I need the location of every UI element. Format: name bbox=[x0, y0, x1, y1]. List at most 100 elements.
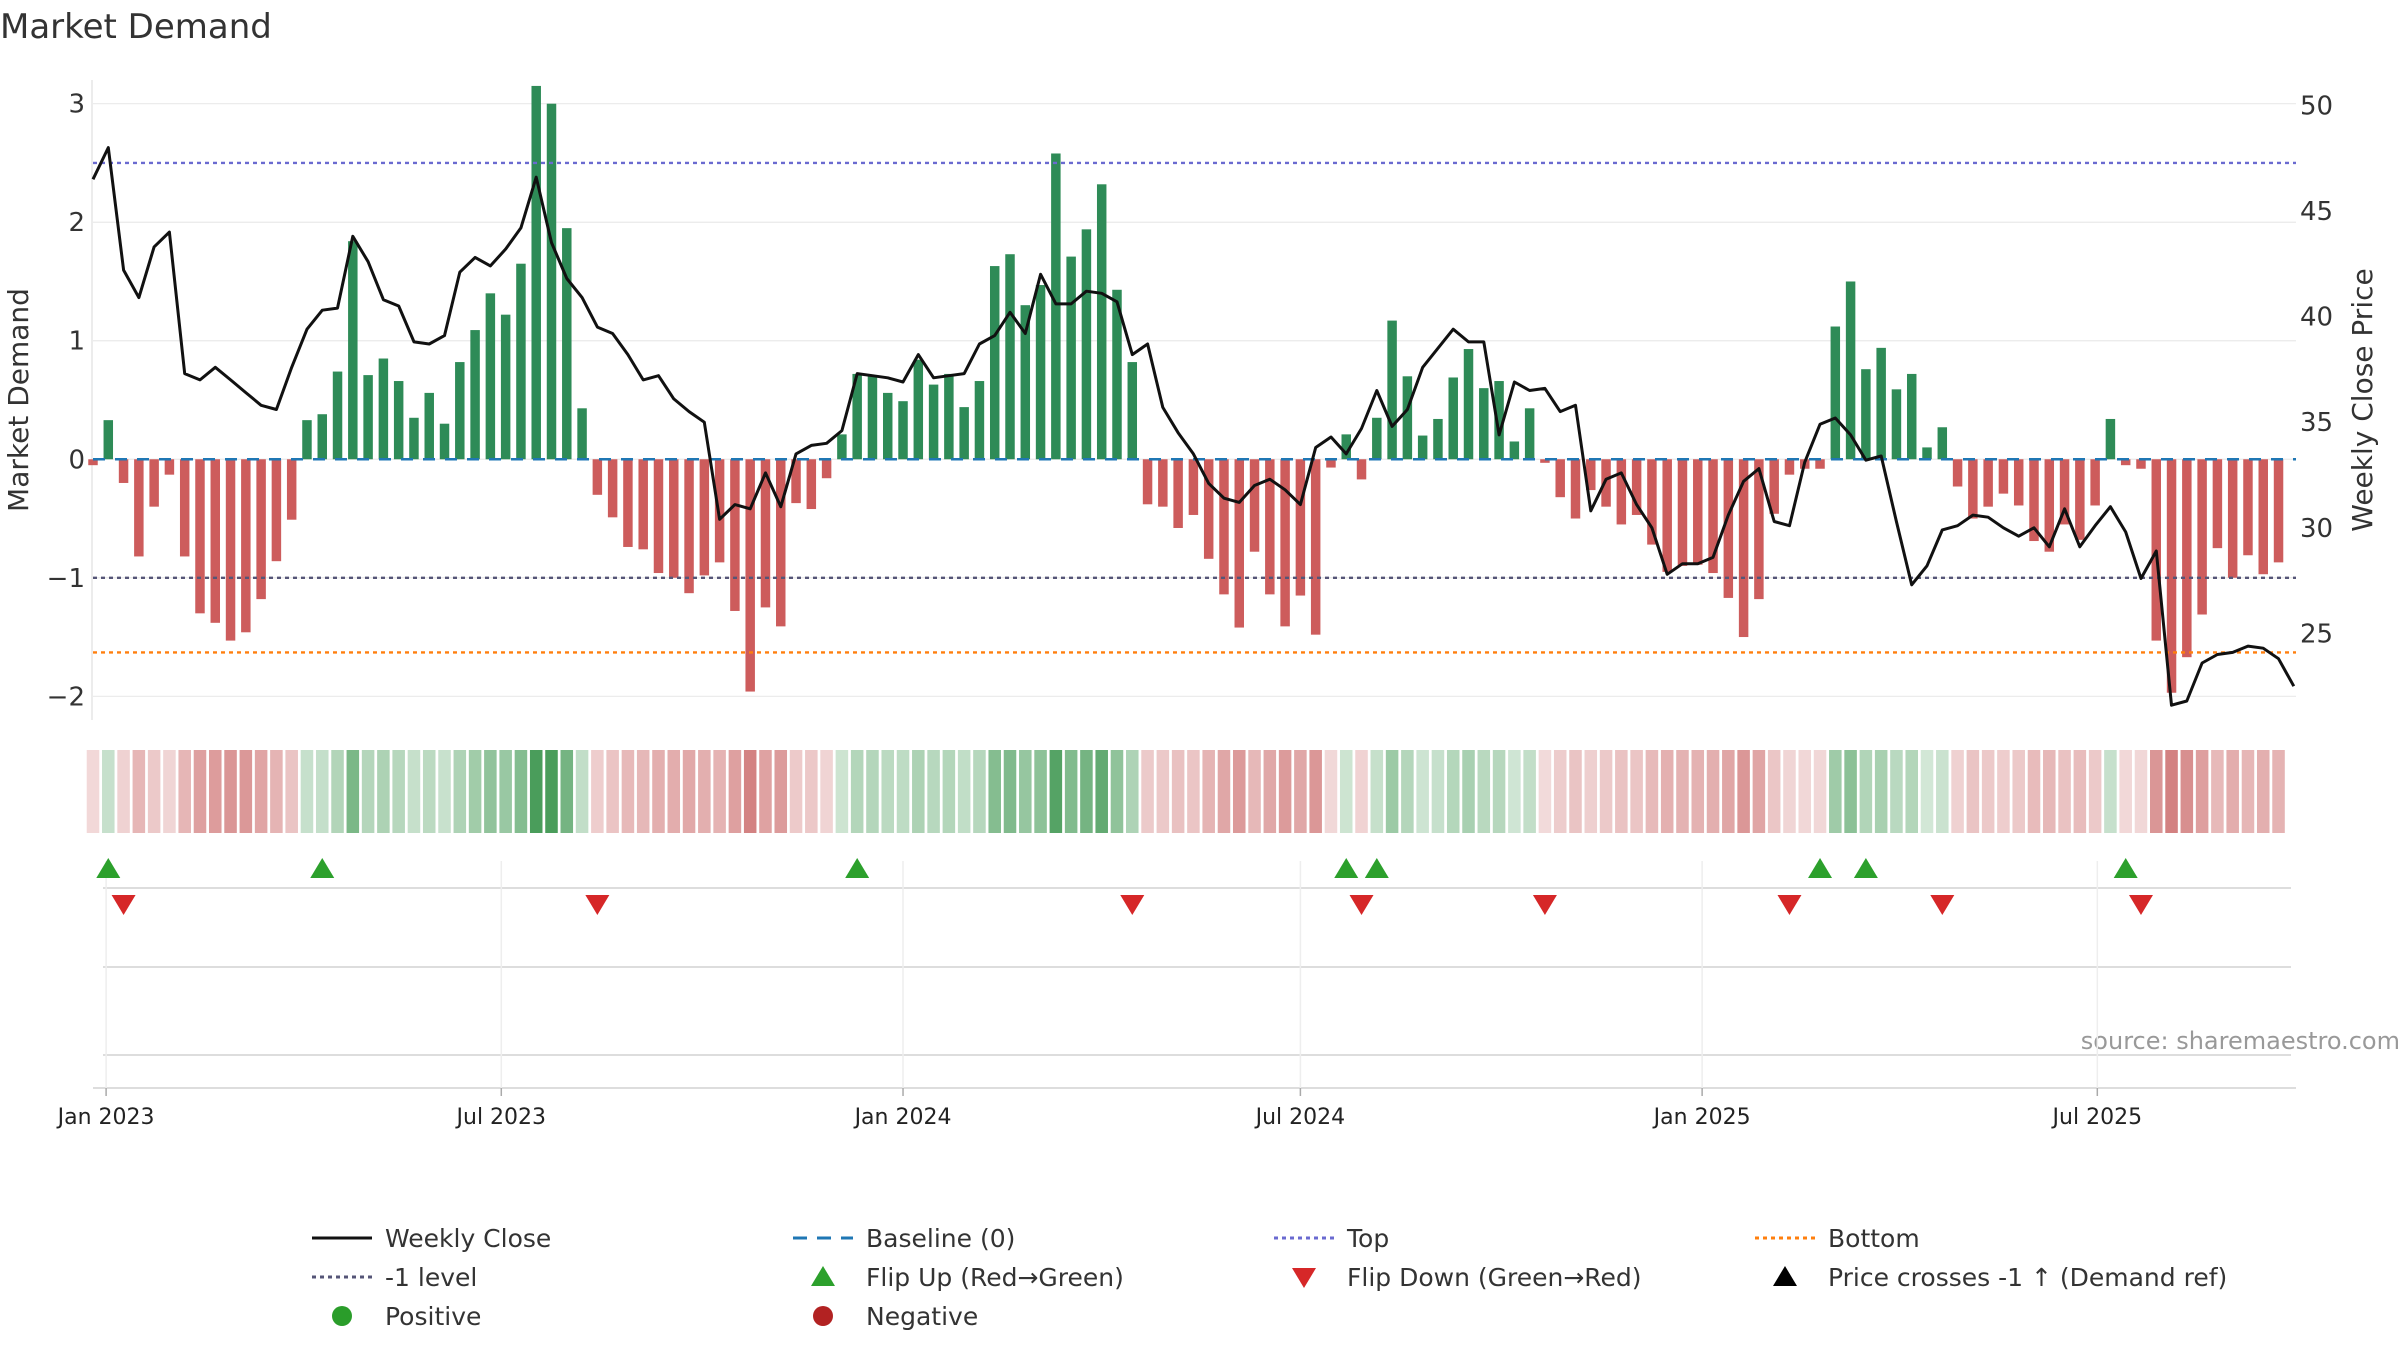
heat-cell bbox=[361, 750, 375, 833]
heat-cell bbox=[484, 750, 497, 833]
demand-bar bbox=[837, 434, 847, 460]
heat-cell bbox=[1752, 750, 1766, 833]
legend-swatch bbox=[1292, 1268, 1316, 1288]
heat-cell bbox=[1569, 750, 1582, 833]
y-tick-label: 0 bbox=[68, 445, 85, 475]
demand-bar bbox=[2029, 459, 2039, 542]
heat-cell bbox=[1034, 750, 1047, 833]
flip-down-marker bbox=[1349, 895, 1374, 915]
demand-bar bbox=[424, 392, 434, 460]
legend-item: Weekly Close bbox=[312, 1224, 551, 1253]
flip-down-marker bbox=[585, 895, 610, 915]
demand-bar bbox=[883, 392, 893, 460]
heat-cell bbox=[973, 750, 986, 833]
legend-label: Top bbox=[1346, 1224, 1389, 1253]
demand-bar bbox=[332, 371, 343, 460]
heat-cell bbox=[1385, 750, 1399, 833]
heat-cell bbox=[1630, 750, 1643, 833]
heat-cell bbox=[102, 750, 115, 833]
demand-bar bbox=[1494, 381, 1504, 460]
demand-bar bbox=[195, 459, 205, 614]
heat-cell bbox=[529, 750, 543, 833]
heat-cell bbox=[407, 750, 421, 833]
heat-cell bbox=[560, 750, 574, 833]
y2-tick-label: 50 bbox=[2300, 91, 2333, 121]
heat-cell bbox=[1936, 750, 1949, 833]
heat-cell bbox=[1294, 750, 1307, 833]
heat-cell bbox=[1584, 750, 1598, 833]
heat-cell bbox=[1003, 750, 1017, 833]
demand-bar bbox=[485, 293, 496, 460]
demand-bar bbox=[103, 420, 114, 460]
demand-bar bbox=[2273, 459, 2284, 563]
demand-bar bbox=[2182, 459, 2192, 658]
demand-bar bbox=[1326, 459, 1336, 468]
demand-heat-strip bbox=[86, 750, 2285, 833]
y2-tick-label: 40 bbox=[2300, 303, 2333, 333]
heat-cell bbox=[209, 750, 222, 833]
heat-cell bbox=[254, 750, 268, 833]
demand-bar bbox=[1219, 459, 1229, 595]
demand-bar bbox=[1188, 459, 1199, 515]
heat-cell bbox=[2256, 750, 2270, 833]
demand-bar bbox=[562, 228, 572, 460]
heat-cell bbox=[957, 750, 971, 833]
heat-cell bbox=[1691, 750, 1705, 833]
demand-bar bbox=[1616, 459, 1627, 525]
heat-cell bbox=[1492, 750, 1506, 833]
source-note: source: sharemaestro.com bbox=[2081, 1027, 2400, 1055]
heat-cell bbox=[1416, 750, 1429, 833]
demand-bar bbox=[1983, 459, 1993, 507]
demand-bar bbox=[623, 459, 633, 547]
flip-up-marker bbox=[1853, 858, 1878, 878]
heat-cell bbox=[468, 750, 482, 833]
demand-bar bbox=[2044, 459, 2055, 552]
heat-cell bbox=[789, 750, 803, 833]
demand-bar bbox=[1127, 362, 1138, 460]
demand-bar bbox=[699, 459, 710, 576]
heat-cell bbox=[1324, 750, 1338, 833]
flip-up-marker bbox=[2113, 858, 2138, 878]
demand-bar bbox=[974, 381, 985, 460]
heat-cell bbox=[1874, 750, 1888, 833]
heat-cell bbox=[1202, 750, 1215, 833]
heat-cell bbox=[132, 750, 146, 833]
demand-bar bbox=[1998, 459, 2009, 494]
demand-bar bbox=[1784, 459, 1795, 475]
demand-bar bbox=[806, 459, 817, 510]
legend-item: -1 level bbox=[312, 1263, 477, 1292]
legend-swatch bbox=[1773, 1266, 1797, 1286]
heat-cell bbox=[881, 750, 895, 833]
heat-cell bbox=[2012, 750, 2025, 833]
demand-bar bbox=[164, 459, 175, 475]
demand-bar bbox=[1372, 417, 1382, 460]
legend-item: Negative bbox=[813, 1302, 978, 1331]
heat-cell bbox=[1645, 750, 1659, 833]
heat-cell bbox=[850, 750, 864, 833]
demand-bar bbox=[791, 459, 801, 504]
demand-bar bbox=[134, 459, 144, 557]
heat-cell bbox=[1278, 750, 1292, 833]
legend-label: Positive bbox=[385, 1302, 481, 1331]
heat-cell bbox=[1232, 750, 1246, 833]
demand-bar bbox=[928, 384, 939, 460]
heat-cell bbox=[2211, 750, 2224, 833]
demand-bar bbox=[745, 459, 755, 692]
heat-cell bbox=[1599, 750, 1613, 833]
x-tick-label: Jan 2023 bbox=[56, 1105, 155, 1130]
flip-down-marker bbox=[1777, 895, 1802, 915]
legend-item: Top bbox=[1274, 1224, 1389, 1253]
demand-bar bbox=[286, 459, 297, 520]
demand-bar bbox=[348, 241, 358, 460]
heat-cell bbox=[1401, 750, 1414, 833]
demand-bar bbox=[2197, 459, 2207, 615]
flip-down-marker bbox=[1532, 895, 1557, 915]
heat-cell bbox=[2043, 750, 2056, 833]
heat-cell bbox=[1355, 750, 1368, 833]
demand-bar bbox=[852, 373, 862, 460]
demand-bar bbox=[546, 103, 557, 460]
demand-bar bbox=[1830, 326, 1841, 460]
y-tick-label: 3 bbox=[68, 90, 85, 120]
demand-bar bbox=[225, 459, 236, 641]
demand-bar bbox=[2090, 459, 2100, 506]
